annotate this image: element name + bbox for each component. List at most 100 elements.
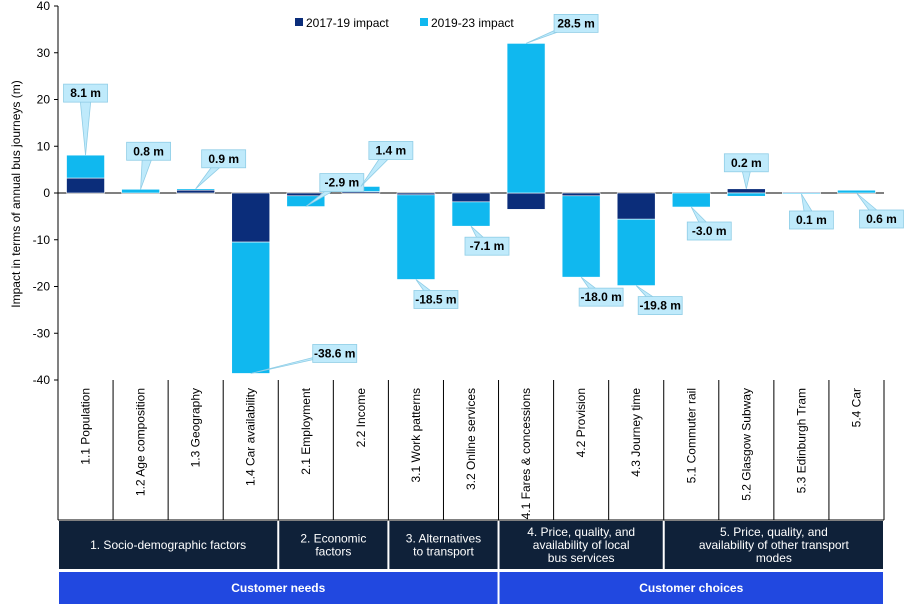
category-label: 5.1 Commuter rail	[684, 388, 698, 483]
callout-box	[553, 13, 599, 33]
bar-segment	[286, 192, 326, 197]
callout-box	[368, 141, 414, 160]
bar-segment	[176, 188, 215, 191]
data-label-callout: 8.1 m	[63, 83, 108, 156]
data-label: -19.8 m	[640, 299, 681, 313]
data-label-callout: -18.5 m	[413, 279, 459, 309]
data-label-callout: -18.0 m	[578, 276, 624, 307]
bar-segment	[451, 201, 491, 227]
y-tick-label: -20	[33, 280, 51, 294]
category-label: 4.1 Fares & concessions	[519, 388, 533, 519]
callout-box	[686, 221, 732, 241]
legend-swatch	[420, 18, 428, 26]
callout-box	[312, 344, 358, 363]
category-supergroup-label: Customer choices	[639, 581, 743, 595]
legend-entry: 2017-19 impact	[306, 16, 389, 30]
data-label: -2.9 m	[324, 176, 359, 190]
data-label-callout: 0.8 m	[126, 141, 171, 190]
y-tick-label: -30	[33, 326, 51, 340]
data-label: -18.5 m	[415, 292, 456, 306]
data-label: 0.6 m	[866, 212, 897, 226]
data-label: 28.5 m	[557, 16, 594, 30]
data-label-callout: -19.8 m	[635, 285, 683, 315]
category-group: 5. Price, quality, and availability of ot…	[664, 521, 883, 569]
y-tick-label: 20	[37, 93, 51, 107]
callout-box	[413, 290, 459, 309]
data-label: -3.0 m	[692, 224, 727, 238]
bar-segment	[176, 189, 215, 194]
bar-segment	[231, 241, 271, 374]
category-label: 1.2 Age composition	[134, 388, 148, 496]
category-group: 4. Price, quality, and availability of lo…	[499, 521, 663, 569]
callout-box	[637, 296, 683, 315]
data-label: 0.2 m	[731, 156, 762, 170]
category-group-box	[279, 521, 388, 569]
callout-box	[464, 236, 510, 256]
data-label-callout: 0.2 m	[723, 153, 769, 189]
y-axis-label: Impact in terms of annual bus journeys (…	[9, 80, 23, 307]
bar-segment	[451, 192, 491, 203]
category-supergroup-box	[59, 572, 498, 604]
bar-segment	[396, 194, 436, 280]
callout-box	[126, 141, 171, 161]
category-group-label: 4. Price, quality, and availability of lo…	[527, 525, 635, 565]
category-group-label: 3. Alternatives to transport	[406, 532, 481, 559]
data-label: 0.8 m	[133, 144, 164, 158]
data-label: 0.9 m	[208, 152, 239, 166]
category-label: 3.1 Work patterns	[409, 388, 423, 483]
category-group: 1. Socio-demographic factors	[59, 521, 278, 569]
category-label: 1.1 Population	[79, 388, 93, 465]
callout-pointer	[140, 151, 155, 190]
category-group-box	[499, 521, 663, 569]
data-label-callout: 1.4 m	[360, 141, 414, 187]
category-groups: 1. Socio-demographic factors 2. Economic f…	[59, 521, 883, 604]
y-tick-label: 0	[43, 186, 50, 200]
category-label: 4.3 Journey time	[629, 388, 643, 477]
data-label-callout: 28.5 m	[525, 13, 599, 44]
bar-segment	[616, 192, 656, 220]
data-label: -18.0 m	[580, 290, 621, 304]
data-label-callout: -7.1 m	[464, 225, 510, 256]
category-label: 4.2 Provision	[574, 388, 588, 457]
data-label: 1.4 m	[376, 143, 407, 157]
data-label: -7.1 m	[470, 239, 505, 253]
bar-segment	[506, 43, 546, 194]
category-label: 2.2 Income	[354, 388, 368, 448]
category-label: 5.4 Car	[849, 388, 863, 427]
callout-box	[63, 83, 108, 103]
callout-box	[789, 210, 834, 230]
category-label: 2.1 Employment	[299, 387, 313, 474]
category-group-label: 1. Socio-demographic factors	[90, 538, 246, 552]
data-label-callout: 0.9 m	[195, 149, 247, 190]
bar-segment	[782, 192, 821, 195]
bar-segment	[671, 192, 711, 208]
y-tick-label: 40	[37, 0, 51, 13]
category-label: 5.3 Edinburgh Tram	[794, 388, 808, 493]
bar-segment	[121, 188, 160, 194]
bar-segment	[231, 192, 271, 243]
callout-pointer	[79, 93, 92, 156]
bar-segment	[66, 154, 105, 179]
y-tick-label: -40	[33, 373, 51, 387]
category-group-box	[664, 521, 883, 569]
data-label-callout: -3.0 m	[686, 206, 732, 241]
callout-box	[201, 149, 247, 169]
category-table: 1.1 Population 1.2 Age composition 1.3 Geo…	[57, 380, 885, 521]
category-supergroup-box	[499, 572, 883, 604]
bar-segment	[66, 177, 105, 194]
category-supergroup-label: Customer needs	[231, 581, 325, 595]
bar-segment	[561, 192, 601, 197]
callout-box	[723, 153, 769, 173]
category-group: 3. Alternatives to transport	[389, 521, 498, 569]
data-label: 0.1 m	[796, 213, 827, 227]
bar-segment	[506, 192, 546, 210]
callout-pointer	[360, 150, 398, 187]
category-label: 1.3 Geography	[189, 388, 203, 467]
data-label: 8.1 m	[70, 86, 101, 100]
category-group-box	[389, 521, 498, 569]
category-supergroup: Customer needs	[59, 572, 498, 604]
category-group-label: 2. Economic factors	[300, 532, 366, 559]
category-group: 2. Economic factors	[279, 521, 388, 569]
y-tick-label: 10	[37, 139, 51, 153]
